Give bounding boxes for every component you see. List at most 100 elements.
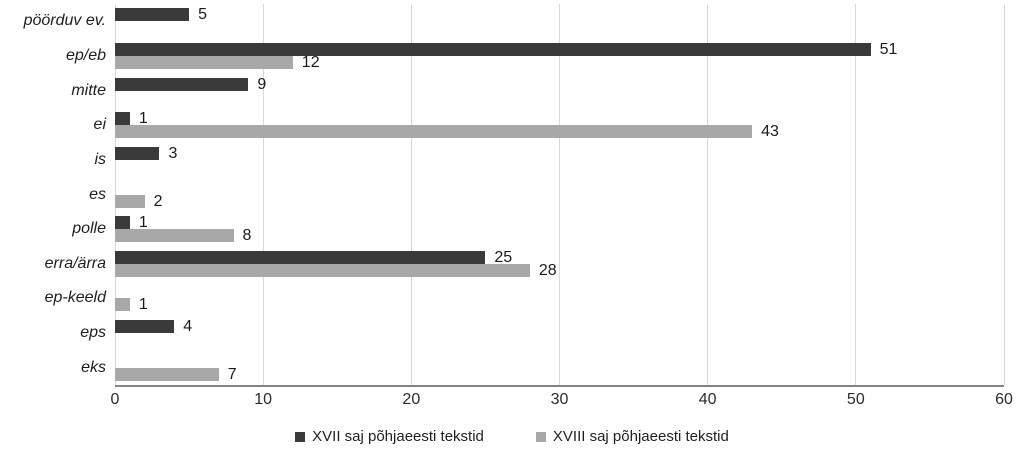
value-label: 43: [761, 123, 779, 141]
x-tick-label: 60: [995, 391, 1013, 408]
bar-xviii: [115, 298, 130, 312]
bar-slot: 4: [115, 318, 1004, 336]
gridline: [410, 4, 412, 385]
bar-slot: 8: [115, 227, 1004, 245]
y-axis-labels: pöörduv ev. ep/eb mitte ei is es polle erra/ärr…: [0, 4, 106, 385]
category-label: pöörduv ev.: [23, 12, 106, 30]
category-label: is: [94, 150, 106, 168]
bar-xviii: [115, 194, 145, 208]
bar-xvii: [115, 8, 190, 22]
category-label: eps: [80, 324, 106, 342]
bar-row: 5: [115, 4, 1004, 39]
legend-label: XVIII saj põhjaeesti tekstid: [552, 428, 729, 445]
category-label: ep/eb: [65, 46, 106, 64]
x-tick-label: 20: [402, 391, 421, 408]
plot-area: 5 51 12 9 1 43 3 2 1 8 25 28 1 4 7: [114, 4, 1005, 387]
value-label: 3: [168, 144, 178, 162]
bar-row: 25 28: [115, 246, 1004, 281]
value-label: 51: [879, 40, 898, 58]
value-label: 8: [242, 227, 252, 245]
bar-slot: 25: [115, 248, 1004, 266]
bar-slot: 9: [115, 75, 1004, 93]
x-tick-label: 30: [550, 391, 569, 408]
bar-xvii: [115, 216, 130, 230]
legend-item-xviii: XVIII saj põhjaeesti tekstid: [535, 428, 729, 445]
value-label: 2: [153, 192, 163, 210]
gridline: [262, 4, 264, 385]
x-axis: 0 10 20 30 40 50 60: [111, 391, 1013, 411]
bar-slot: 1: [115, 110, 1004, 128]
bar-slot: 1: [115, 214, 1004, 232]
legend-marker-icon: [535, 431, 546, 442]
bar-slot: 3: [115, 144, 1004, 162]
gridline: [855, 4, 857, 385]
value-label: 9: [257, 75, 267, 93]
bar-slot: [115, 160, 1004, 173]
bar-slot: [115, 285, 1004, 298]
bar-row: 1: [115, 281, 1004, 316]
value-label: 4: [183, 318, 193, 336]
value-label: 1: [138, 110, 148, 128]
bar-slot: 28: [115, 261, 1004, 279]
bar-row: 51 12: [115, 39, 1004, 74]
legend-item-xvii: XVII saj põhjaeesti tekstid: [295, 428, 484, 445]
value-label: 12: [301, 53, 320, 71]
category-label: ep-keeld: [44, 289, 106, 307]
gridline: [559, 4, 560, 385]
value-label: 1: [138, 214, 148, 232]
bar-rows: 5 51 12 9 1 43 3 2 1 8 25 28 1 4 7: [115, 4, 1004, 385]
value-label: 25: [494, 248, 513, 266]
bar-xvii: [115, 77, 249, 91]
bar-slot: [115, 21, 1004, 34]
category-label: mitte: [71, 81, 106, 99]
bar-xviii: [115, 367, 219, 381]
bar-xvii: [115, 112, 130, 126]
bar-row: 2: [115, 177, 1004, 212]
bar-row: 3: [115, 143, 1004, 178]
bar-row: 4: [115, 316, 1004, 351]
bar-xviii: [115, 125, 753, 139]
gridline: [114, 4, 116, 385]
bar-slot: 12: [115, 53, 1004, 71]
value-label: 28: [538, 261, 557, 279]
bar-xvii: [115, 320, 175, 334]
bar-slot: 7: [115, 365, 1004, 383]
category-label: eks: [81, 358, 106, 376]
legend: XVII saj põhjaeesti tekstid XVIII saj põh…: [0, 428, 1024, 445]
bar-slot: [115, 182, 1004, 195]
bar-slot: 51: [115, 40, 1004, 58]
bar-row: 9: [115, 73, 1004, 108]
bar-xvii: [115, 146, 160, 160]
value-label: 7: [227, 365, 237, 383]
bar-xvii: [115, 42, 871, 56]
bar-slot: 5: [115, 6, 1004, 24]
gridline: [1003, 4, 1005, 385]
bar-xviii: [115, 229, 234, 243]
bar-slot: 2: [115, 192, 1004, 210]
bar-xviii: [115, 55, 293, 69]
bar-slot: 1: [115, 296, 1004, 314]
x-tick-label: 50: [846, 391, 865, 408]
bar-row: 1 43: [115, 108, 1004, 143]
x-tick-label: 10: [254, 391, 273, 408]
bar-slot: [115, 355, 1004, 368]
x-tick-label: 40: [698, 391, 717, 408]
category-label: polle: [72, 220, 106, 238]
bar-xviii: [115, 263, 530, 277]
bar-row: 7: [115, 350, 1004, 385]
bar-slot: 43: [115, 123, 1004, 141]
bar-slot: [115, 91, 1004, 104]
x-tick-label: 0: [110, 391, 120, 408]
value-label: 1: [138, 296, 148, 314]
legend-label: XVII saj põhjaeesti tekstid: [312, 428, 484, 445]
category-label: ei: [93, 116, 106, 134]
value-label: 5: [198, 6, 207, 24]
bar-slot: [115, 333, 1004, 346]
category-label: es: [89, 185, 106, 203]
gridline: [707, 4, 709, 385]
category-label: erra/ärra: [44, 254, 106, 272]
legend-marker-icon: [295, 431, 306, 442]
bar-xvii: [115, 250, 486, 264]
